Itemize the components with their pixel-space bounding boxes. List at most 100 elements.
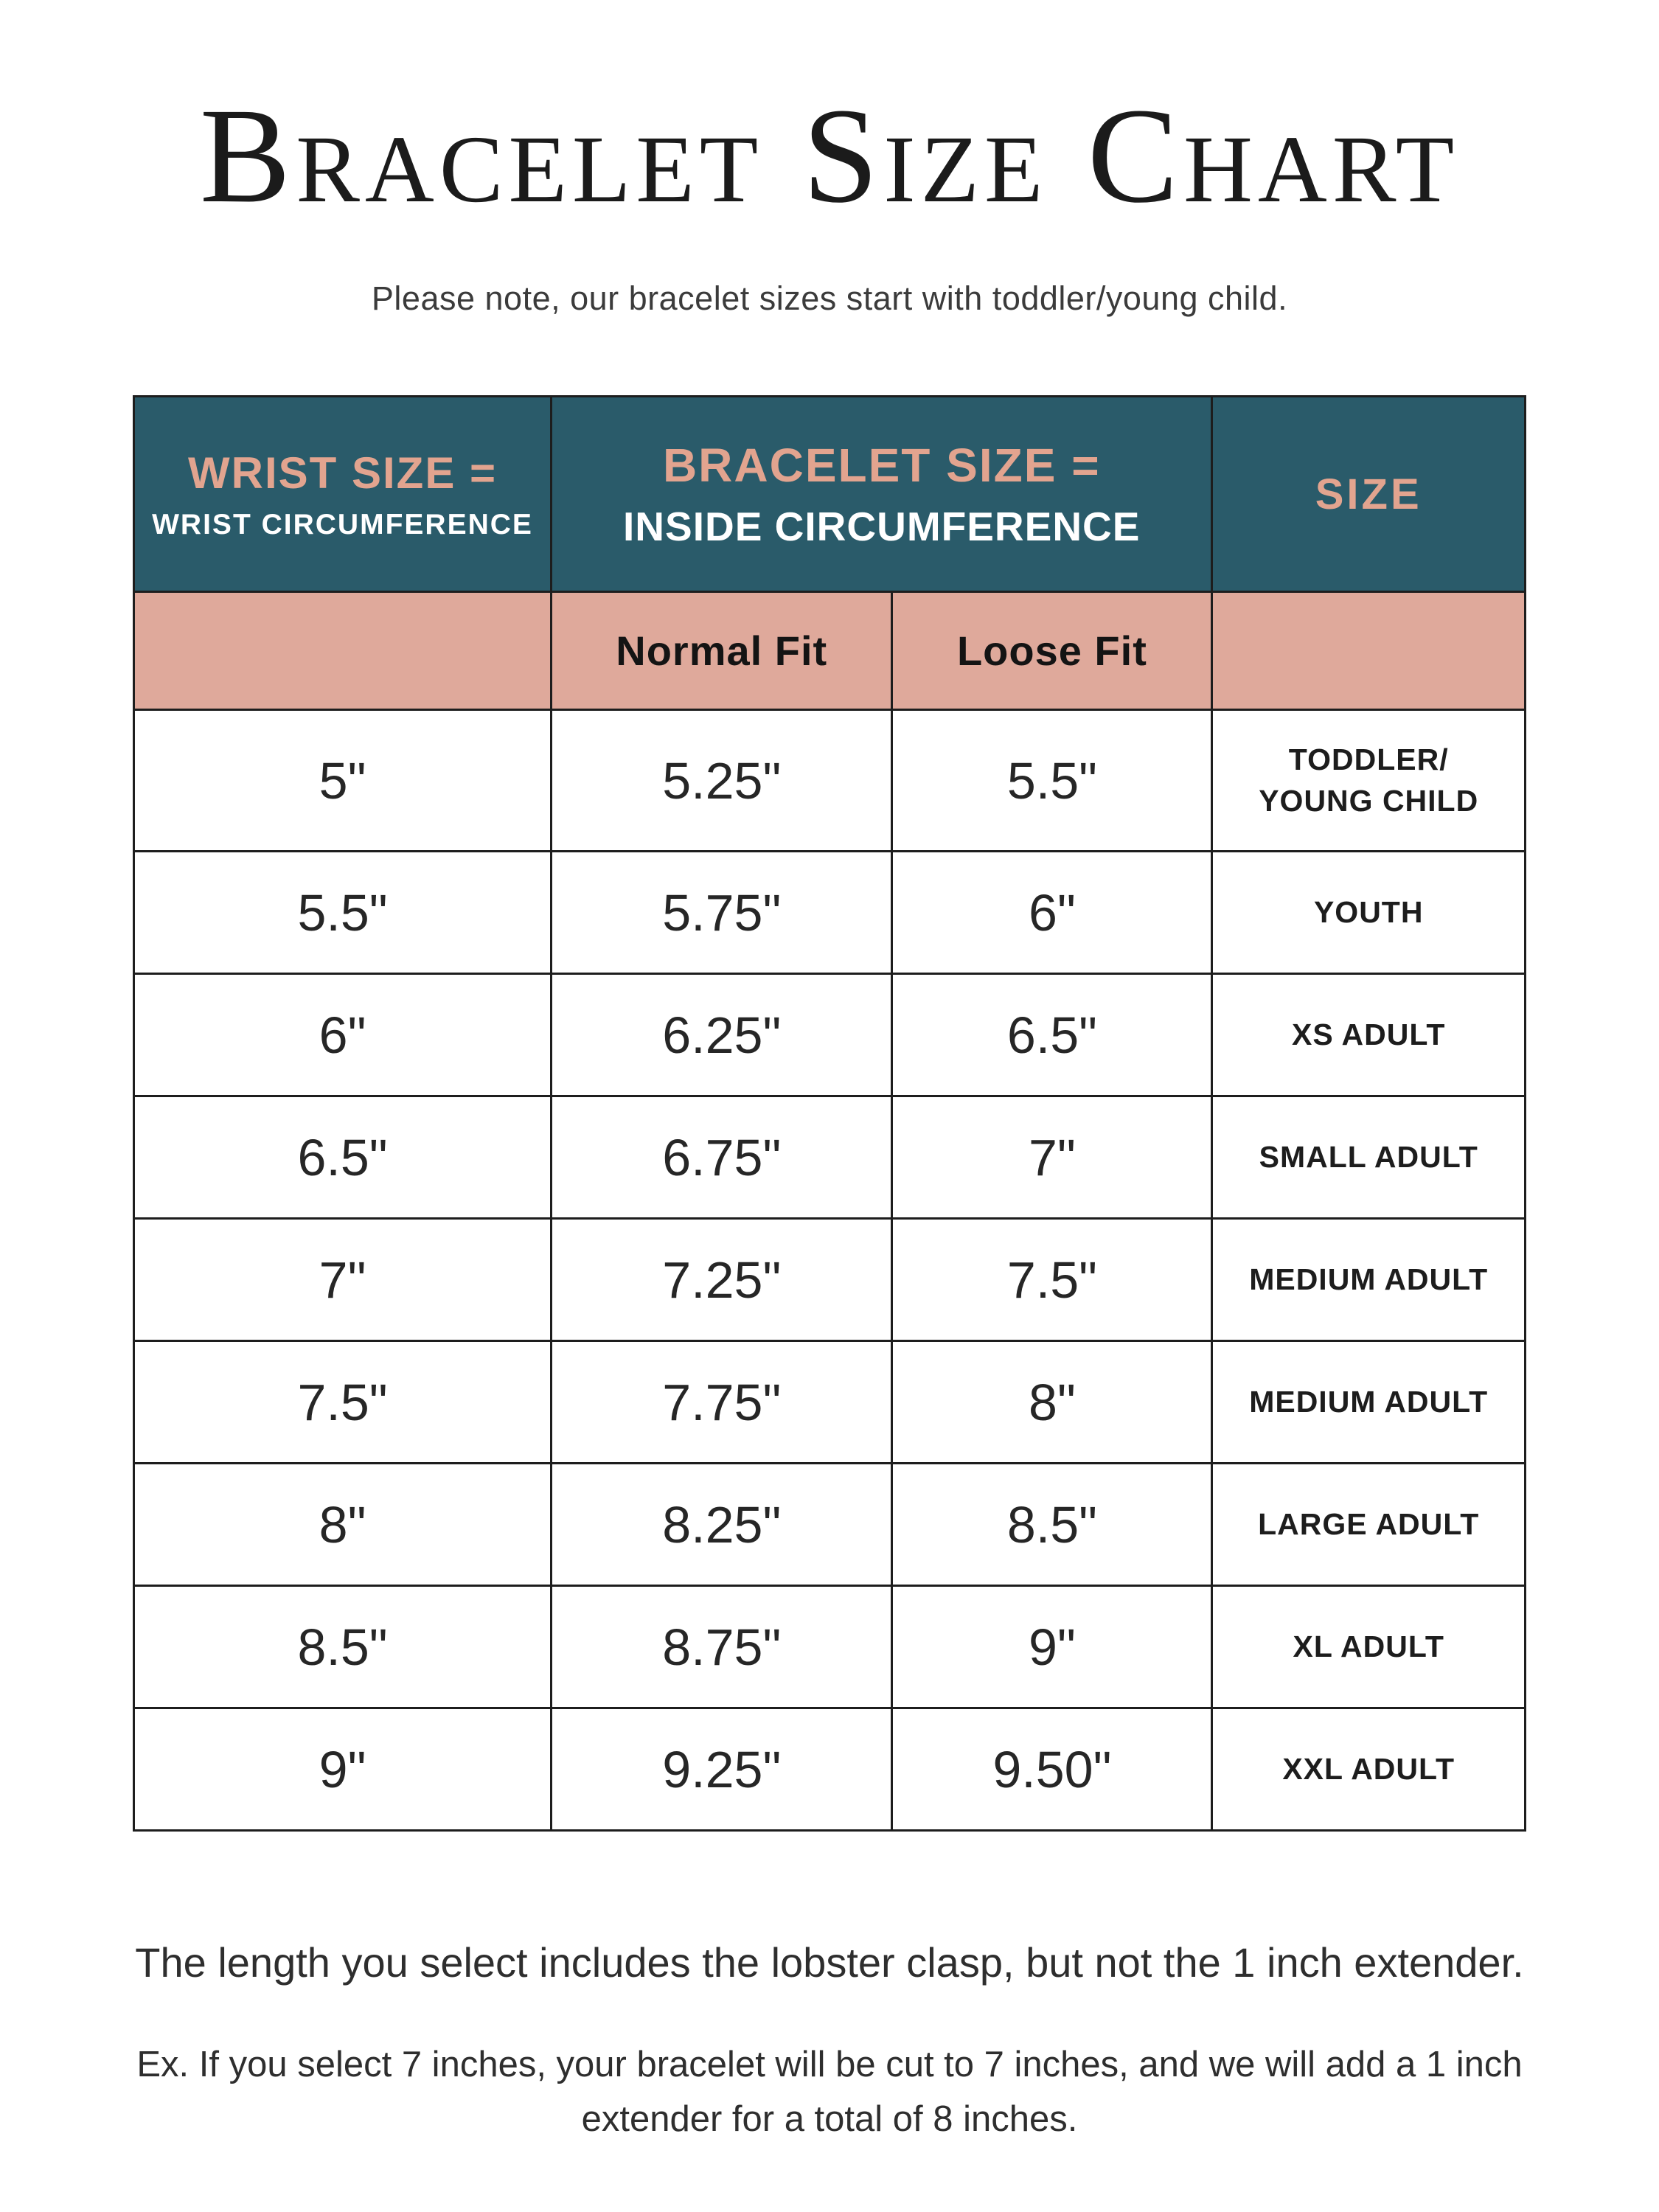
normal-fit-cell: 7.75" <box>550 1340 894 1465</box>
loose-fit-value: 7" <box>1029 1128 1076 1186</box>
normal-fit-label: Normal Fit <box>616 627 828 675</box>
size-label-cell: YOUTH <box>1211 850 1526 975</box>
header-size-cell: SIZE <box>1211 395 1526 594</box>
normal-fit-cell: 8.75" <box>550 1585 894 1710</box>
table-row: 6.5" 6.75" 7" SMALL ADULT <box>132 1095 1526 1220</box>
loose-fit-value: 8" <box>1029 1373 1076 1431</box>
table-row: 5" 5.25" 5.5" TODDLER/ YOUNG CHILD <box>132 709 1526 853</box>
table-row: 8" 8.25" 8.5" LARGE ADULT <box>132 1462 1526 1587</box>
loose-fit-cell: 6.5" <box>891 973 1214 1098</box>
header-wrist-size-line1: WRIST SIZE = <box>188 448 498 498</box>
footer-example: Ex. If you select 7 inches, your bracele… <box>136 2045 1523 2139</box>
wrist-size-value: 7" <box>319 1251 366 1309</box>
table-header-row: WRIST SIZE = WRIST CIRCUMFERENCE BRACELE… <box>132 395 1526 594</box>
wrist-size-value: 5.5" <box>297 883 388 942</box>
loose-fit-value: 8.5" <box>1006 1495 1097 1554</box>
size-label-value: MEDIUM ADULT <box>1249 1385 1489 1419</box>
header-wrist-size-cell: WRIST SIZE = WRIST CIRCUMFERENCE <box>132 395 553 594</box>
subheader-empty-left <box>132 591 553 712</box>
size-label-value: YOUTH <box>1313 895 1424 930</box>
header-bracelet-size-line1: BRACELET SIZE = <box>662 439 1101 493</box>
loose-fit-value: 9" <box>1029 1618 1076 1676</box>
wrist-size-value: 8.5" <box>297 1618 388 1676</box>
wrist-size-value: 8" <box>319 1495 366 1554</box>
size-label-value: LARGE ADULT <box>1258 1507 1480 1542</box>
loose-fit-value: 7.5" <box>1006 1251 1097 1309</box>
page-title: Bracelet Size Chart <box>199 80 1460 232</box>
loose-fit-cell: 8.5" <box>891 1462 1214 1587</box>
normal-fit-value: 5.75" <box>662 883 782 942</box>
wrist-size-cell: 7.5" <box>132 1340 553 1465</box>
wrist-size-cell: 5" <box>132 709 553 853</box>
normal-fit-value: 9.25" <box>662 1740 782 1798</box>
loose-fit-value: 6" <box>1029 883 1076 942</box>
loose-fit-cell: 9.50" <box>891 1707 1214 1832</box>
wrist-size-value: 6" <box>319 1006 366 1064</box>
table-row: 5.5" 5.75" 6" YOUTH <box>132 850 1526 975</box>
size-label-cell: LARGE ADULT <box>1211 1462 1526 1587</box>
normal-fit-value: 8.25" <box>662 1495 782 1554</box>
loose-fit-cell: 9" <box>891 1585 1214 1710</box>
normal-fit-cell: 6.75" <box>550 1095 894 1220</box>
size-label-cell: MEDIUM ADULT <box>1211 1340 1526 1465</box>
size-label-value: MEDIUM ADULT <box>1249 1262 1489 1297</box>
loose-fit-cell: 7" <box>891 1095 1214 1220</box>
loose-fit-cell: 8" <box>891 1340 1214 1465</box>
size-label-cell: XL ADULT <box>1211 1585 1526 1710</box>
size-label-cell: TODDLER/ YOUNG CHILD <box>1211 709 1526 853</box>
size-label-cell: MEDIUM ADULT <box>1211 1217 1526 1343</box>
subheader-normal-fit-cell: Normal Fit <box>550 591 894 712</box>
table-row: 8.5" 8.75" 9" XL ADULT <box>132 1585 1526 1710</box>
size-label-value: XS ADULT <box>1291 1018 1446 1052</box>
normal-fit-value: 7.75" <box>662 1373 782 1431</box>
loose-fit-value: 9.50" <box>992 1740 1112 1798</box>
wrist-size-value: 9" <box>319 1740 366 1798</box>
footer-note: The length you select includes the lobst… <box>135 1939 1524 1986</box>
normal-fit-value: 8.75" <box>662 1618 782 1676</box>
wrist-size-cell: 9" <box>132 1707 553 1832</box>
wrist-size-cell: 5.5" <box>132 850 553 975</box>
wrist-size-cell: 8.5" <box>132 1585 553 1710</box>
normal-fit-cell: 9.25" <box>550 1707 894 1832</box>
normal-fit-value: 6.75" <box>662 1128 782 1186</box>
size-label-cell: SMALL ADULT <box>1211 1095 1526 1220</box>
normal-fit-value: 5.25" <box>662 751 782 810</box>
wrist-size-cell: 6.5" <box>132 1095 553 1220</box>
size-label-value: TODDLER/ YOUNG CHILD <box>1259 742 1479 818</box>
size-label-cell: XS ADULT <box>1211 973 1526 1098</box>
wrist-size-value: 6.5" <box>297 1128 388 1186</box>
subheader-empty-right <box>1211 591 1526 712</box>
subheader-loose-fit-cell: Loose Fit <box>891 591 1214 712</box>
header-wrist-size-line2: WRIST CIRCUMFERENCE <box>152 508 533 540</box>
table-subheader-row: Normal Fit Loose Fit <box>132 591 1526 712</box>
header-bracelet-size-line2: INSIDE CIRCUMFERENCE <box>623 504 1141 550</box>
table-row: 7.5" 7.75" 8" MEDIUM ADULT <box>132 1340 1526 1465</box>
normal-fit-cell: 6.25" <box>550 973 894 1098</box>
normal-fit-cell: 8.25" <box>550 1462 894 1587</box>
wrist-size-cell: 6" <box>132 973 553 1098</box>
wrist-size-cell: 7" <box>132 1217 553 1343</box>
loose-fit-label: Loose Fit <box>956 627 1147 675</box>
normal-fit-cell: 5.25" <box>550 709 894 853</box>
table-row: 6" 6.25" 6.5" XS ADULT <box>132 973 1526 1098</box>
normal-fit-cell: 7.25" <box>550 1217 894 1343</box>
table-row: 9" 9.25" 9.50" XXL ADULT <box>132 1707 1526 1832</box>
table-row: 7" 7.25" 7.5" MEDIUM ADULT <box>132 1217 1526 1343</box>
size-label-value: XL ADULT <box>1293 1630 1444 1664</box>
size-label-value: SMALL ADULT <box>1259 1140 1478 1175</box>
loose-fit-cell: 7.5" <box>891 1217 1214 1343</box>
header-bracelet-size-cell: BRACELET SIZE = INSIDE CIRCUMFERENCE <box>550 395 1214 594</box>
normal-fit-value: 6.25" <box>662 1006 782 1064</box>
bracelet-size-table: WRIST SIZE = WRIST CIRCUMFERENCE BRACELE… <box>132 395 1526 1832</box>
wrist-size-cell: 8" <box>132 1462 553 1587</box>
page-subtitle: Please note, our bracelet sizes start wi… <box>371 279 1288 318</box>
wrist-size-value: 5" <box>319 751 366 810</box>
loose-fit-cell: 6" <box>891 850 1214 975</box>
header-size-label: SIZE <box>1315 470 1422 518</box>
size-label-cell: XXL ADULT <box>1211 1707 1526 1832</box>
loose-fit-value: 5.5" <box>1006 751 1097 810</box>
wrist-size-value: 7.5" <box>297 1373 388 1431</box>
size-label-value: XXL ADULT <box>1282 1752 1455 1787</box>
loose-fit-cell: 5.5" <box>891 709 1214 853</box>
